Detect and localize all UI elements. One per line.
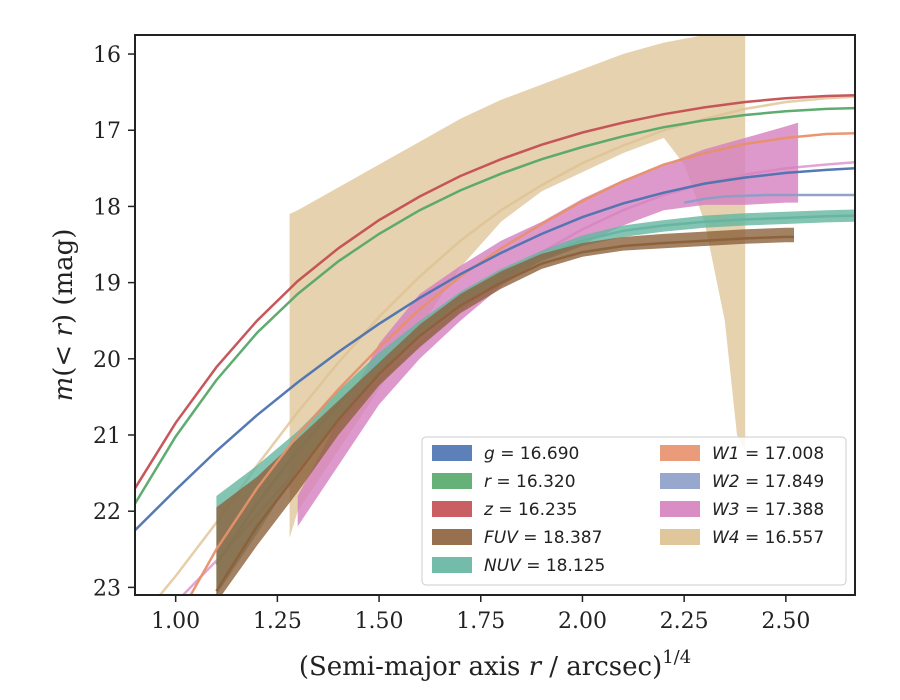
curve-g [135, 167, 855, 532]
legend-box [421, 436, 847, 586]
y-tick-label: 19 [93, 272, 121, 297]
x-tick-label: 2.50 [761, 609, 810, 634]
x-tick-label: 2.00 [558, 609, 607, 634]
band-w3 [297, 122, 799, 527]
legend-swatch [660, 445, 700, 461]
x-tick-label: 2.25 [660, 609, 709, 634]
y-axis: 16 17 18 19 20 21 22 23 [93, 43, 135, 601]
legend-label: NUV = 18.125 [484, 556, 605, 576]
legend-swatch [432, 501, 472, 517]
legend-label: FUV = 18.387 [484, 528, 602, 548]
plot-area [135, 35, 855, 595]
x-tick-label: 1.50 [355, 609, 404, 634]
legend-swatch [432, 445, 472, 461]
curve-z [135, 93, 855, 489]
legend-swatch [660, 529, 700, 545]
band-fuv [216, 227, 794, 595]
legend-swatch [660, 473, 700, 489]
plot-frame [134, 34, 856, 596]
y-tick-label: 16 [93, 43, 121, 68]
y-tick-label: 21 [93, 424, 121, 449]
curve-r [135, 106, 855, 505]
y-tick-label: 23 [93, 576, 121, 601]
legend-label: W3 = 17.388 [712, 500, 824, 520]
legend-label: W4 = 16.557 [712, 528, 824, 548]
legend-label: W2 = 17.849 [712, 472, 824, 492]
y-tick-label: 18 [93, 195, 121, 220]
legend-label: g = 16.690 [484, 444, 579, 464]
legend-swatch [660, 501, 700, 517]
curve-w1 [189, 132, 855, 595]
curve-fuv [215, 235, 794, 592]
legend: g = 16.690 r = 16.320 z = 16.235 FUV = 18.3… [421, 436, 847, 586]
legend-swatch [432, 529, 472, 545]
x-axis: 1.00 1.25 1.50 1.75 2.00 2.25 2.50 [151, 595, 810, 634]
legend-label: r = 16.320 [484, 472, 576, 492]
legend-label: z = 16.235 [483, 500, 577, 520]
x-tick-label: 1.75 [456, 609, 505, 634]
curve-w2 [683, 193, 855, 204]
y-tick-label: 17 [93, 119, 121, 144]
y-tick-label: 20 [93, 348, 121, 373]
y-axis-label: m(< r) (mag) [49, 229, 79, 402]
legend-swatch [432, 473, 472, 489]
x-tick-label: 1.00 [151, 609, 200, 634]
legend-label: W1 = 17.008 [712, 444, 824, 464]
x-tick-label: 1.25 [253, 609, 302, 634]
y-tick-label: 22 [93, 500, 121, 525]
legend-swatch [432, 557, 472, 573]
band-w4 [289, 35, 746, 538]
x-axis-label: (Semi-major axis r / arcsec)1/4 [299, 647, 691, 682]
